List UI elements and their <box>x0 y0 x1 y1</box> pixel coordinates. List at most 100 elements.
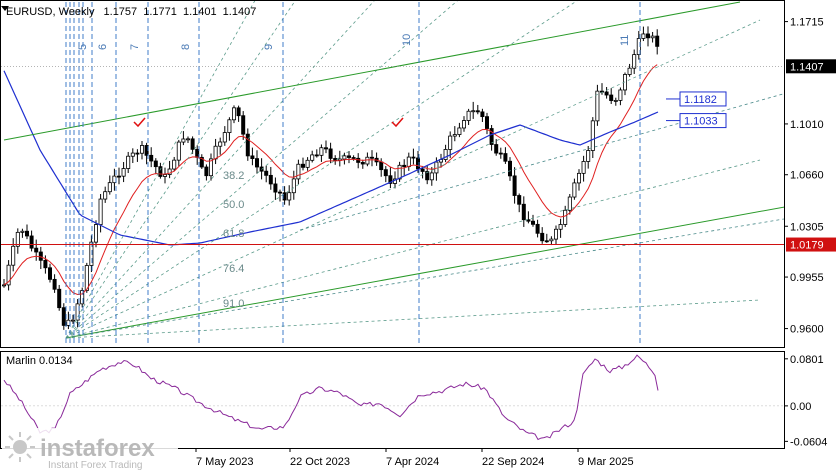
candle-body <box>75 303 80 321</box>
candle-body <box>406 156 411 168</box>
candle-body <box>84 265 89 291</box>
price-label-1.1407: 1.1407 <box>790 61 824 73</box>
ohlc-close: 1.1407 <box>223 6 257 18</box>
svg-text:EURUSD, Weekly 1.1: EURUSD, Weekly 1.1757 1.1771 1.1401 1.14… <box>6 6 256 18</box>
price-label-1.1182-box <box>679 91 727 107</box>
main-plot-area: 5 6 7 8 9 10 11 38.2 50.0 61.8 76.4 91.0 <box>1 1 784 346</box>
oscillator-plot-area <box>1 354 784 441</box>
candle-body <box>57 288 62 309</box>
candle-body <box>521 203 526 221</box>
candle-body <box>457 127 462 135</box>
candle-body <box>577 172 582 184</box>
candle-body <box>646 33 651 39</box>
candle-body <box>185 138 190 141</box>
candle-body <box>195 148 200 158</box>
candle-body <box>218 141 223 147</box>
candle-body <box>305 159 310 168</box>
candle-body <box>586 150 591 162</box>
candle-body <box>517 195 522 205</box>
candle-body <box>268 174 273 185</box>
candle-body <box>227 119 232 133</box>
symbol: EURUSD <box>6 6 53 18</box>
channel-upper <box>3 1 741 141</box>
candle-body <box>176 141 181 161</box>
oscillator-tick-label: -0.0604 <box>790 436 827 448</box>
oscillator-title: Marlin 0.0134 <box>6 355 73 367</box>
candle-body <box>34 247 39 253</box>
candle-body <box>369 156 374 159</box>
candle-body <box>162 174 167 177</box>
candle-body <box>351 157 356 159</box>
timeframe: Weekly <box>59 6 95 18</box>
price-tick-label: 0.9955 <box>790 272 824 284</box>
candle-body <box>632 54 637 69</box>
oscillator-tick-label: 0.0801 <box>790 354 824 366</box>
channel-lower <box>65 206 784 339</box>
candle-body <box>181 138 186 143</box>
fib-level-label: 61.8 <box>223 228 244 240</box>
candle-body <box>149 154 154 162</box>
candle-body <box>613 100 618 102</box>
chart-header: EURUSD, Weekly 1.1757 1.1771 1.1401 1.14… <box>1 6 256 18</box>
price-label-1.1182: 1.1182 <box>684 94 717 106</box>
candle-body <box>609 94 614 101</box>
candle-body <box>484 116 489 129</box>
axes: 1.1715 1.1010 1.0660 1.0305 0.9955 0.9600 1.14… <box>195 17 836 468</box>
header-arrow-icon[interactable] <box>1 6 9 11</box>
candle-body <box>20 230 25 233</box>
price-tick-label: 1.1010 <box>790 119 824 131</box>
candle-body <box>466 110 471 121</box>
price-tick-label: 1.0660 <box>790 170 824 182</box>
candle-body <box>291 178 296 194</box>
date-tick-label: 7 May 2023 <box>196 456 253 468</box>
candle-body <box>130 152 135 157</box>
candle-body <box>581 161 586 174</box>
candle-body <box>139 145 144 154</box>
fan-line <box>65 1 296 339</box>
candle-body <box>558 224 563 230</box>
oscillator-tick-label: 0.00 <box>790 401 811 413</box>
check-mark-icon <box>133 117 146 128</box>
channel-dotted-lower <box>65 218 784 339</box>
candle-body <box>379 161 384 171</box>
candle-body <box>264 170 269 176</box>
candle-body <box>245 133 250 157</box>
candle-body <box>208 158 213 177</box>
candle-body <box>590 120 595 151</box>
price-tick-label: 1.0305 <box>790 221 824 233</box>
candle-body <box>80 290 85 305</box>
candle-body <box>250 155 255 160</box>
candle-body <box>360 162 365 165</box>
candle-body <box>107 182 112 193</box>
fan-line <box>65 299 761 339</box>
fib-level-label: 76.4 <box>223 263 244 275</box>
candle-body <box>273 183 278 193</box>
candle-body <box>388 175 393 184</box>
candle-body <box>2 284 7 287</box>
logo-sun-icon <box>5 432 35 462</box>
ohlc-open: 1.1757 <box>104 6 138 18</box>
candle-body <box>489 128 494 145</box>
logo-tagline: Instant Forex Trading <box>48 460 143 471</box>
fan-line <box>65 19 761 339</box>
fib-level-label: 91.0 <box>223 298 244 310</box>
candle-body <box>494 144 499 154</box>
candle-body <box>595 90 600 122</box>
candle-body <box>402 164 407 168</box>
price-label-1.0179-box <box>786 237 836 252</box>
candle-body <box>121 168 126 177</box>
candle-body <box>15 231 20 247</box>
fast-moving-average <box>3 64 658 296</box>
candle-body <box>296 163 301 180</box>
ohlc-low: 1.1401 <box>183 6 217 18</box>
candle-body <box>213 145 218 160</box>
candle-body <box>567 196 572 211</box>
candle-body <box>604 91 609 96</box>
candle-body <box>6 264 11 286</box>
candle-body <box>650 35 655 39</box>
cycle-number: 7 <box>129 44 141 50</box>
cycle-number: 11 <box>619 35 631 46</box>
candle-body <box>38 251 43 261</box>
candle-body <box>135 152 140 155</box>
channel-dotted-upper <box>299 93 784 231</box>
